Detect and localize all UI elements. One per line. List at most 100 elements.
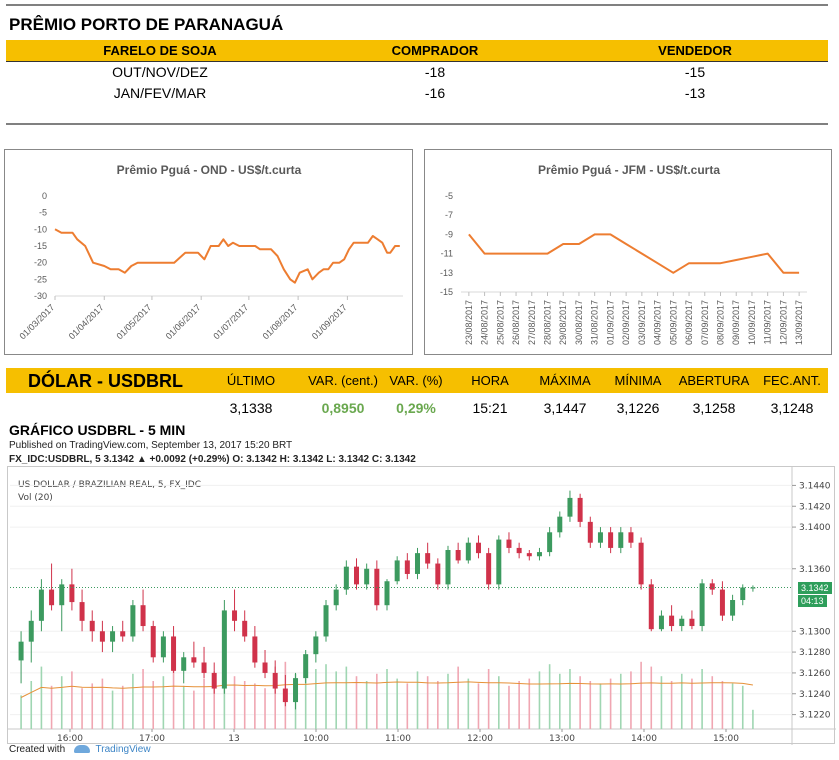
- candle-body: [323, 605, 329, 637]
- candle-body: [262, 662, 268, 673]
- volume-bar: [71, 671, 73, 729]
- candle-body: [130, 605, 136, 637]
- candle-body: [587, 521, 593, 543]
- volume-bar: [528, 678, 531, 729]
- volume-bar: [142, 669, 144, 729]
- candle-body: [425, 553, 431, 564]
- volume-bar: [752, 709, 754, 729]
- tradingview-chart[interactable]: US DOLLAR / BRAZILIAN REAL, 5, FX_IDC Vo…: [7, 466, 836, 745]
- time-tick-label: 16:00: [57, 734, 83, 744]
- price-tick-label: 3.1260: [799, 669, 831, 679]
- volume-bar: [325, 664, 327, 729]
- candle-body: [79, 602, 85, 621]
- candle-body: [18, 641, 24, 661]
- row-buyer: -18: [424, 64, 446, 80]
- tv-chart-svg: US DOLLAR / BRAZILIAN REAL, 5, FX_IDC Vo…: [8, 467, 836, 745]
- dolar-value: 3,1226: [616, 400, 660, 416]
- candle-body: [455, 550, 461, 561]
- volume-bar: [447, 673, 449, 729]
- x-tick-label: 05/09/2017: [668, 300, 678, 345]
- volume-bar: [741, 685, 744, 729]
- volume-bar: [670, 681, 673, 729]
- candle-body: [719, 589, 725, 616]
- time-tick-label: 10:00: [303, 734, 329, 744]
- candle-body: [59, 584, 65, 606]
- dolar-value: 3,1338: [229, 400, 273, 416]
- candle-body: [110, 631, 116, 642]
- volume-bar: [579, 676, 581, 729]
- last-price-tag: 3.1342: [798, 581, 832, 594]
- volume-bar: [457, 666, 459, 729]
- candle-body: [384, 581, 390, 606]
- x-tick-label: 27/08/2017: [527, 300, 537, 345]
- tradingview-brand[interactable]: TradingView: [95, 744, 151, 755]
- candle-body: [689, 618, 695, 627]
- candle-body: [221, 610, 227, 689]
- volume-bar: [498, 676, 500, 729]
- x-tick-label: 10/09/2017: [747, 300, 757, 345]
- volume-bar: [132, 673, 134, 729]
- dolar-header: VAR. (cent.): [308, 373, 378, 388]
- price-tick-label: 3.1400: [799, 523, 831, 533]
- candle-body: [648, 584, 654, 630]
- x-tick-label: 04/09/2017: [653, 300, 663, 345]
- dolar-value: 3,1258: [692, 400, 736, 416]
- header-buyer: COMPRADOR: [391, 43, 479, 58]
- candle-body: [557, 516, 563, 533]
- candle-body: [567, 497, 573, 517]
- series-line-ond: [54, 228, 400, 284]
- candle-body: [211, 672, 217, 689]
- volume-bar: [111, 690, 114, 729]
- volume-bar: [121, 685, 124, 729]
- candle-body: [414, 553, 420, 574]
- candle-body: [597, 532, 603, 543]
- x-tick-label: 01/05/2017: [114, 302, 153, 341]
- grafico-title: GRÁFICO USDBRL - 5 MIN: [9, 422, 186, 438]
- volume-bar: [640, 661, 642, 729]
- volume-bar: [203, 678, 205, 729]
- x-tick-label: 12/09/2017: [778, 300, 788, 345]
- candle-body: [99, 631, 105, 642]
- volume-bar: [172, 664, 175, 729]
- y-tick-label: -7: [445, 210, 453, 220]
- dolar-value: 3,1447: [543, 400, 587, 416]
- x-tick-label: 13/09/2017: [794, 300, 804, 345]
- chart-ond-title: Prêmio Pguá - OND - US$/t.curta: [117, 163, 302, 177]
- price-tick-label: 3.1300: [799, 627, 831, 637]
- header-underline: [6, 61, 828, 62]
- price-tick-label: 3.1440: [799, 481, 831, 491]
- chart-jfm: Prêmio Pguá - JFM - US$/t.curta -5 -7 -9 -1…: [424, 149, 832, 355]
- volume-bar: [40, 666, 43, 729]
- volume-bar: [437, 681, 439, 729]
- volume-bar: [619, 673, 622, 729]
- candle-body: [526, 553, 532, 557]
- candle-body: [49, 589, 55, 606]
- volume-bar: [467, 678, 470, 729]
- candle-body: [577, 497, 583, 522]
- x-tick-label: 23/08/2017: [464, 300, 474, 345]
- candle-body: [343, 566, 349, 590]
- row-period: JAN/FEV/MAR: [113, 85, 207, 101]
- time-tick-label: 14:00: [631, 734, 657, 744]
- countdown-tag: 04:13: [798, 594, 827, 607]
- dolar-header: VAR. (%): [389, 373, 443, 388]
- volume-bar: [609, 678, 612, 729]
- volume-ma-line: [20, 681, 753, 698]
- created-with: Created with TradingView: [9, 744, 151, 755]
- candle-body: [232, 610, 238, 621]
- dolar-value: 15:21: [472, 400, 508, 416]
- candle-body: [191, 657, 197, 663]
- candle-body: [740, 587, 746, 600]
- candle-body: [272, 672, 278, 689]
- premio-header-bar: [6, 40, 828, 61]
- x-tick-label: 08/09/2017: [716, 300, 726, 345]
- dolar-header: ÚLTIMO: [226, 373, 276, 388]
- volume-bar: [548, 664, 551, 729]
- candle-body: [201, 662, 207, 673]
- row-seller: -13: [684, 85, 706, 101]
- x-tick-label: 01/08/2017: [261, 302, 300, 341]
- table-bottom-rule: [6, 123, 828, 125]
- row-period: OUT/NOV/DEZ: [112, 64, 208, 80]
- candle-body: [282, 688, 288, 703]
- candle-body: [547, 532, 553, 553]
